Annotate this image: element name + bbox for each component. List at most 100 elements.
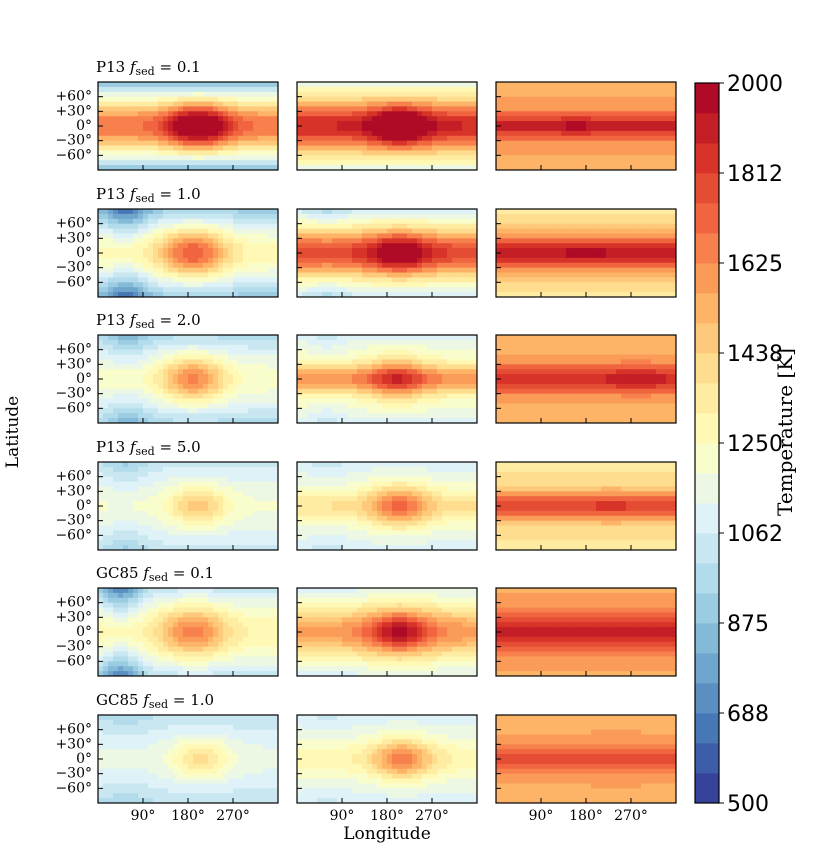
heatmap-cell	[432, 292, 438, 298]
heatmap-cell	[591, 272, 597, 278]
heatmap-cell	[258, 135, 264, 142]
heatmap-cell	[636, 101, 642, 107]
heatmap-cell	[108, 82, 114, 88]
heatmap-cell	[297, 287, 303, 293]
heatmap-cell	[322, 228, 328, 234]
heatmap-cell	[118, 277, 124, 283]
heatmap-cell	[566, 130, 572, 137]
heatmap-cell	[253, 383, 259, 390]
heatmap-cell	[382, 91, 388, 98]
heatmap-cell	[273, 408, 279, 414]
heatmap-cell	[258, 213, 264, 220]
heatmap-cell	[526, 116, 532, 122]
heatmap-cell	[611, 277, 617, 283]
heatmap-cell	[263, 403, 269, 409]
heatmap-cell	[183, 165, 189, 171]
heatmap-cell	[402, 121, 408, 127]
heatmap-cell	[581, 101, 587, 107]
heatmap-cell	[273, 418, 279, 424]
heatmap-cell	[98, 369, 104, 375]
heatmap-cell	[312, 292, 318, 298]
heatmap-cell	[233, 160, 239, 166]
heatmap-cell	[233, 287, 239, 293]
heatmap-cell	[118, 238, 124, 244]
heatmap-cell	[516, 150, 522, 156]
heatmap-cell	[591, 209, 597, 215]
heatmap-cell	[143, 150, 149, 156]
heatmap-cell	[656, 165, 662, 171]
heatmap-cell	[666, 121, 672, 127]
heatmap-cell	[322, 213, 328, 220]
heatmap-cell	[347, 91, 353, 98]
heatmap-cell	[213, 106, 219, 112]
heatmap-cell	[382, 248, 388, 254]
heatmap-cell	[297, 344, 303, 351]
heatmap-cell	[223, 388, 229, 395]
heatmap-cell	[392, 150, 398, 156]
heatmap-cell	[407, 335, 413, 341]
heatmap-cell	[233, 101, 239, 107]
heatmap-cell	[223, 116, 229, 122]
heatmap-cell	[641, 287, 647, 293]
heatmap-cell	[218, 106, 224, 112]
heatmap-cell	[332, 277, 338, 283]
heatmap-cell	[561, 121, 567, 127]
heatmap-cell	[382, 282, 388, 288]
heatmap-cell	[442, 165, 448, 171]
heatmap-cell	[511, 213, 517, 220]
heatmap-cell	[387, 272, 393, 278]
heatmap-cell	[173, 388, 179, 395]
heatmap-cell	[626, 292, 632, 298]
heatmap-cell	[462, 209, 468, 215]
heatmap-cell	[561, 282, 567, 288]
heatmap-cell	[103, 140, 109, 146]
heatmap-cell	[467, 126, 473, 132]
heatmap-cell	[496, 126, 502, 132]
heatmap-cell	[541, 267, 547, 273]
heatmap-cell	[158, 160, 164, 166]
heatmap-cell	[472, 126, 478, 132]
heatmap-cell	[123, 140, 129, 146]
heatmap-cell	[472, 213, 478, 220]
heatmap-cell	[243, 101, 249, 107]
heatmap-cell	[253, 213, 259, 220]
heatmap-cell	[173, 267, 179, 273]
heatmap-cell	[397, 243, 403, 249]
heatmap-cell	[496, 155, 502, 161]
heatmap-cell	[163, 140, 169, 146]
heatmap-cell	[571, 262, 577, 269]
heatmap-cell	[103, 150, 109, 156]
heatmap-cell	[342, 379, 348, 385]
heatmap-cell	[168, 165, 174, 171]
heatmap-cell	[556, 213, 562, 220]
heatmap-cell	[496, 101, 502, 107]
heatmap-cell	[586, 218, 592, 225]
heatmap-cell	[397, 339, 403, 346]
heatmap-cell	[103, 228, 109, 234]
heatmap-cell	[422, 165, 428, 171]
heatmap-cell	[173, 209, 179, 215]
heatmap-cell	[586, 91, 592, 98]
heatmap-cell	[651, 218, 657, 225]
heatmap-cell	[412, 364, 418, 370]
heatmap-cell	[168, 209, 174, 215]
heatmap-cell	[138, 155, 144, 161]
heatmap-cell	[113, 413, 119, 419]
heatmap-cell	[671, 257, 677, 264]
heatmap-cell	[417, 374, 423, 380]
heatmap-cell	[168, 218, 174, 225]
heatmap-cell	[243, 418, 249, 424]
heatmap-cell	[586, 238, 592, 244]
heatmap-cell	[103, 91, 109, 98]
heatmap-cell	[123, 145, 129, 151]
heatmap-cell	[163, 248, 169, 254]
heatmap-cell	[641, 277, 647, 283]
heatmap-cell	[223, 335, 229, 341]
heatmap-cell	[153, 106, 159, 112]
heatmap-cell	[148, 248, 154, 254]
heatmap-cell	[536, 228, 542, 234]
heatmap-cell	[153, 135, 159, 142]
heatmap-cell	[387, 121, 393, 127]
heatmap-cell	[467, 262, 473, 269]
heatmap-cell	[501, 257, 507, 264]
